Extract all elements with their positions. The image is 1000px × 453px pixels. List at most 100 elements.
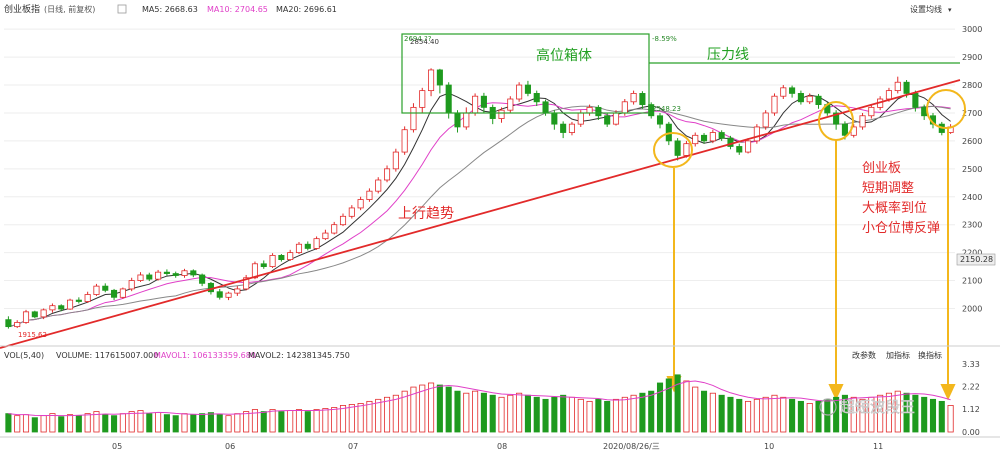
low-price: 1915.62 bbox=[18, 331, 47, 339]
volume-bar bbox=[938, 400, 945, 433]
volume-bar bbox=[128, 411, 135, 433]
volume-bar bbox=[885, 392, 892, 433]
add-indicator-button[interactable]: 加指标 bbox=[886, 350, 910, 360]
candle bbox=[199, 274, 206, 284]
volume-bar bbox=[498, 396, 505, 433]
volume-bar bbox=[322, 408, 329, 433]
box-top-pct: -8.59% bbox=[652, 35, 677, 43]
volume-bar bbox=[155, 412, 162, 433]
mavol2-readout: MAVOL2: 142381345.750 bbox=[248, 351, 350, 360]
price-tick: 2300 bbox=[962, 221, 982, 230]
candle bbox=[84, 294, 91, 302]
note-line-2: 短期调整 bbox=[862, 181, 914, 196]
volume-bar bbox=[736, 398, 743, 433]
candle bbox=[119, 288, 126, 298]
candle bbox=[604, 115, 611, 125]
candle bbox=[419, 90, 426, 108]
volume-bar bbox=[674, 374, 681, 433]
volume-header: VOL(5,40) VOLUME: 117615007.000 MAVOL1: … bbox=[4, 350, 942, 360]
volume-bar bbox=[824, 398, 831, 433]
volume-bar bbox=[31, 417, 38, 433]
candle bbox=[392, 151, 399, 170]
params-button[interactable]: 改参数 bbox=[852, 350, 876, 360]
switch-indicator-button[interactable]: 换指标 bbox=[918, 350, 942, 360]
volume-bar bbox=[648, 390, 655, 433]
volume-bar bbox=[287, 410, 294, 433]
volume-bar bbox=[745, 400, 752, 433]
x-tick: 08 bbox=[497, 442, 507, 451]
volume-bar bbox=[859, 398, 866, 433]
volume-bar bbox=[877, 394, 884, 433]
volume-bar bbox=[577, 398, 584, 433]
volume-tick: 1.12 bbox=[962, 405, 980, 414]
mavol-line bbox=[8, 380, 951, 417]
ma-line-20 bbox=[8, 105, 951, 328]
candle bbox=[797, 93, 804, 103]
candle bbox=[251, 263, 258, 279]
volume-bar bbox=[278, 411, 285, 433]
price-tick: 2600 bbox=[962, 137, 982, 146]
volume-bar bbox=[463, 392, 470, 433]
candle bbox=[885, 90, 892, 100]
candle bbox=[516, 84, 523, 100]
volume-bar bbox=[630, 394, 637, 433]
candle bbox=[67, 299, 74, 310]
ma20-readout: MA20: 2696.61 bbox=[276, 5, 337, 14]
volume-bar bbox=[14, 415, 21, 433]
volume-tick: 0.00 bbox=[962, 428, 980, 437]
settings-label[interactable]: 设置均线 bbox=[910, 4, 942, 14]
volume-bar bbox=[841, 394, 848, 433]
dropdown-icon[interactable] bbox=[117, 4, 127, 14]
volume-bar bbox=[366, 400, 373, 433]
volume-bar bbox=[137, 410, 144, 433]
candle bbox=[172, 273, 179, 276]
candle bbox=[295, 243, 303, 254]
ma5-readout: MA5: 2668.63 bbox=[142, 5, 198, 14]
candle bbox=[630, 93, 637, 103]
volume-bar bbox=[181, 413, 188, 433]
candle bbox=[111, 289, 118, 298]
candle bbox=[383, 168, 391, 181]
volume-bar bbox=[357, 403, 364, 433]
volume-bar bbox=[49, 413, 56, 433]
volume-bar bbox=[102, 414, 109, 433]
volume-tick: 2.22 bbox=[962, 383, 980, 392]
volume-bar bbox=[797, 400, 804, 433]
candle bbox=[375, 179, 382, 192]
note-line-4: 小仓位博反弹 bbox=[862, 221, 940, 236]
volume-bar bbox=[348, 404, 355, 433]
candle bbox=[586, 106, 593, 114]
x-tick: 10 bbox=[764, 442, 774, 451]
wechat-icon bbox=[819, 398, 837, 416]
box-label: 高位箱体 bbox=[536, 47, 592, 64]
volume-bar bbox=[665, 378, 672, 433]
volume-bar bbox=[516, 392, 523, 433]
current-price-tag: 2150.28 bbox=[956, 253, 996, 266]
current-price: 2150.28 bbox=[960, 255, 993, 264]
resistance-label: 压力线 bbox=[707, 47, 749, 63]
candle bbox=[683, 143, 690, 156]
ma-line-10 bbox=[8, 102, 951, 328]
volume-bar bbox=[833, 396, 840, 433]
volume-bar bbox=[199, 413, 206, 433]
candle bbox=[190, 270, 197, 276]
volume-bar bbox=[560, 394, 567, 433]
ma10-readout: MA10: 2704.65 bbox=[207, 5, 268, 14]
x-tick: 07 bbox=[348, 442, 358, 451]
volume-bar bbox=[454, 390, 461, 433]
volume-bar bbox=[806, 403, 813, 433]
volume-bar bbox=[207, 412, 214, 433]
volume-bar bbox=[656, 382, 664, 433]
current-price-box bbox=[956, 253, 996, 266]
volume-bar bbox=[410, 386, 417, 433]
candle bbox=[868, 106, 875, 117]
candle bbox=[40, 309, 47, 318]
candle bbox=[181, 270, 188, 276]
candle bbox=[322, 232, 329, 240]
x-tick: 06 bbox=[225, 442, 235, 451]
price-tick: 2900 bbox=[962, 53, 982, 62]
volume-bar bbox=[295, 409, 303, 433]
volume-bar bbox=[472, 390, 479, 433]
candle bbox=[75, 299, 82, 302]
chevron-down-icon[interactable]: ▾ bbox=[948, 6, 952, 14]
